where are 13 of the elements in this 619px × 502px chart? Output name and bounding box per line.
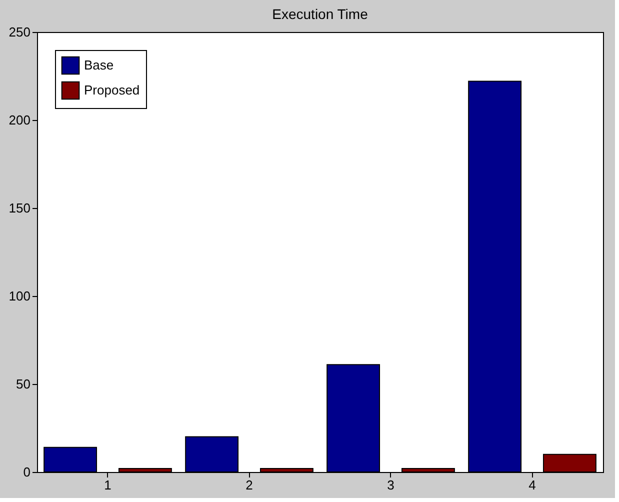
x-tick-label: 2 xyxy=(246,478,253,492)
y-tick-label: 200 xyxy=(8,112,30,128)
y-tick-label: 150 xyxy=(8,200,30,216)
chart-title: Execution Time xyxy=(272,6,368,22)
x-tick-label: 4 xyxy=(528,478,536,492)
x-tick-label: 1 xyxy=(104,478,112,492)
y-tick-label: 50 xyxy=(16,376,30,392)
y-tick-label: 250 xyxy=(8,24,30,40)
legend-label: Base xyxy=(84,58,114,72)
y-tick-label: 0 xyxy=(23,464,30,480)
y-tick-label: 100 xyxy=(8,288,30,304)
x-tick-label: 3 xyxy=(387,478,394,492)
legend-label: Proposed xyxy=(84,82,140,98)
